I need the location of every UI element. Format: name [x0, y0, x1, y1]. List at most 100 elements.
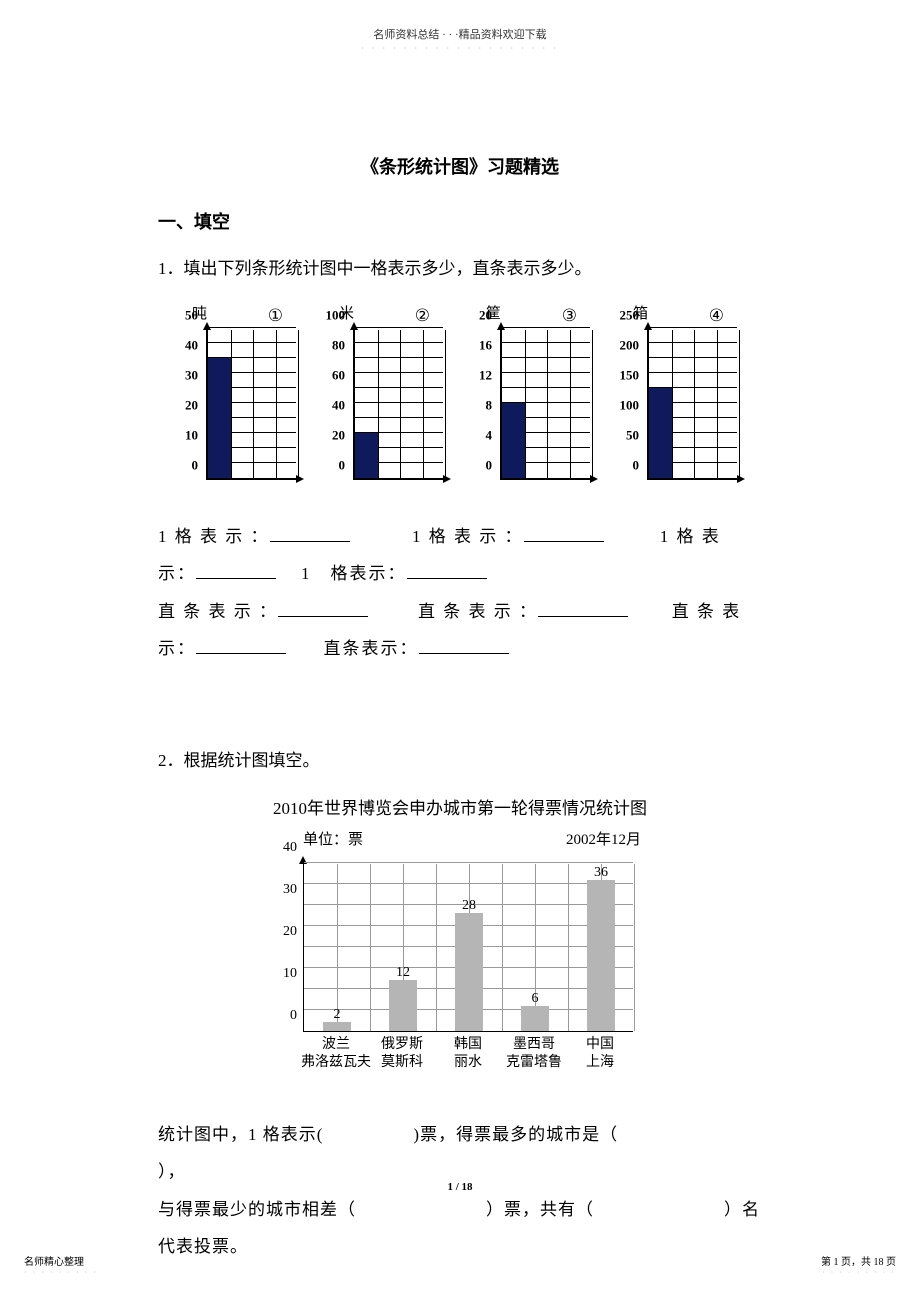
y-tick-label: 200 — [620, 336, 640, 357]
plot-area: 2 12 28 6 36 — [303, 864, 633, 1032]
mini-chart-4: 箱④050100150200250 — [607, 302, 754, 502]
y-tick-label: 60 — [332, 366, 345, 387]
blank — [278, 599, 368, 617]
y-ticks: 020406080100 — [313, 330, 349, 480]
x-axis-label: 中国上海 — [586, 1036, 614, 1072]
blank — [196, 561, 276, 579]
label-text: 示： — [158, 639, 196, 658]
y-tick-label: 100 — [620, 396, 640, 417]
text: ）名 — [724, 1200, 760, 1219]
mini-chart-2: 米②020406080100 — [313, 302, 460, 502]
blank — [524, 524, 604, 542]
mini-charts-row: 吨①01020304050米②020406080100筐③048121620箱④… — [158, 302, 762, 502]
big-chart-title: 2010年世界博览会申办城市第一轮得票情况统计图 — [265, 795, 655, 822]
y-tick-label: 20 — [479, 306, 492, 327]
y-tick-label: 10 — [185, 426, 198, 447]
y-tick-label: 10 — [283, 963, 297, 985]
plot-area — [353, 330, 443, 480]
arrow-up-icon — [350, 322, 358, 330]
plot-area — [647, 330, 737, 480]
y-tick-label: 0 — [339, 456, 346, 477]
bar — [355, 433, 378, 478]
label-text: 1 格 表 — [660, 527, 721, 546]
bar-value-label: 2 — [323, 1004, 351, 1026]
section-heading: 一、填空 — [158, 208, 762, 237]
y-tick-label: 8 — [486, 396, 493, 417]
chart-number: ④ — [709, 302, 724, 329]
bar: 6 — [521, 1006, 549, 1031]
y-ticks: 048121620 — [460, 330, 496, 480]
mini-chart-1: 吨①01020304050 — [166, 302, 313, 502]
label-text: 示： — [158, 564, 196, 583]
y-tick-label: 150 — [620, 366, 640, 387]
label-text: 1 格 表 示 ： — [158, 527, 270, 546]
bar: 2 — [323, 1022, 351, 1030]
main-content: 《条形统计图》习题精选 一、填空 1．填出下列条形统计图中一格表示多少，直条表示… — [158, 153, 762, 1265]
y-tick-label: 30 — [185, 366, 198, 387]
unit-label: 单位：票 — [303, 828, 363, 852]
page-number: 1 / 18 — [0, 1181, 920, 1193]
bar-value-label: 36 — [587, 862, 615, 884]
footer-left: 名师精心整理 · · · · · · · · · — [24, 1253, 98, 1277]
blank — [196, 636, 286, 654]
text: 与得票最少的城市相差（ — [158, 1200, 356, 1219]
y-axis-ticks: 010203040 — [275, 864, 299, 1032]
y-tick-label: 0 — [192, 456, 199, 477]
y-tick-label: 80 — [332, 336, 345, 357]
text: 代表投票。 — [158, 1237, 248, 1256]
plot-area — [206, 330, 296, 480]
footer-left-text: 名师精心整理 — [24, 1253, 98, 1268]
question-1: 1．填出下列条形统计图中一格表示多少，直条表示多少。 — [158, 255, 762, 282]
bar-value-label: 6 — [521, 988, 549, 1010]
y-tick-label: 20 — [185, 396, 198, 417]
y-tick-label: 0 — [486, 456, 493, 477]
big-chart: 2010年世界博览会申办城市第一轮得票情况统计图 单位：票 2002年12月 2… — [265, 795, 655, 1056]
fill-in-blanks: 1 格 表 示 ： 1 格 表 示 ： 1 格 表 示： 1 格表示： 直 条 … — [158, 518, 762, 668]
text: )票，得票最多的城市是（ — [413, 1125, 618, 1144]
bar: 28 — [455, 913, 483, 1031]
label-text: 直 条 表 示 ： — [418, 602, 538, 621]
blank — [419, 636, 509, 654]
y-tick-label: 50 — [185, 306, 198, 327]
text: ）， — [158, 1162, 186, 1181]
chart-number: ③ — [562, 302, 577, 329]
y-tick-label: 20 — [332, 426, 345, 447]
arrow-up-icon — [203, 322, 211, 330]
footer-right: 第 1 页，共 18 页 · · · · · · · · · — [821, 1253, 896, 1277]
y-tick-label: 50 — [626, 426, 639, 447]
footer-dots: · · · · · · · · · — [24, 1268, 98, 1277]
y-tick-label: 12 — [479, 366, 492, 387]
text: ）票，共有（ — [486, 1200, 594, 1219]
y-tick-label: 4 — [486, 426, 493, 447]
y-tick-label: 0 — [633, 456, 640, 477]
y-tick-label: 16 — [479, 336, 492, 357]
x-axis-label: 韩国丽水 — [454, 1036, 482, 1072]
bar: 36 — [587, 880, 615, 1031]
plot-area — [500, 330, 590, 480]
bar: 12 — [389, 980, 417, 1030]
x-axis-label: 波兰弗洛兹瓦夫 — [301, 1036, 371, 1072]
mini-chart-3: 筐③048121620 — [460, 302, 607, 502]
footer-dots: · · · · · · · · · — [821, 1268, 896, 1277]
label-text: 直条表示： — [324, 639, 419, 658]
bar-value-label: 28 — [455, 895, 483, 917]
page-title: 《条形统计图》习题精选 — [158, 153, 762, 182]
y-ticks: 050100150200250 — [607, 330, 643, 480]
y-ticks: 01020304050 — [166, 330, 202, 480]
date-label: 2002年12月 — [566, 828, 641, 852]
x-axis-label: 墨西哥克雷塔鲁 — [506, 1036, 562, 1072]
y-tick-label: 40 — [332, 396, 345, 417]
header-line: 名师资料总结 · · ·精品资料欢迎下载 — [0, 26, 920, 42]
y-tick-label: 0 — [290, 1005, 297, 1027]
bar — [502, 403, 525, 478]
chart-number: ② — [415, 302, 430, 329]
y-tick-label: 20 — [283, 921, 297, 943]
y-tick-label: 250 — [620, 306, 640, 327]
blank — [270, 524, 350, 542]
y-tick-label: 30 — [283, 879, 297, 901]
label-text: 直 条 表 示 ： — [158, 602, 278, 621]
label-text: 1 格表示： — [301, 564, 407, 583]
bar — [208, 358, 231, 478]
y-tick-label: 40 — [283, 837, 297, 859]
blank — [407, 561, 487, 579]
